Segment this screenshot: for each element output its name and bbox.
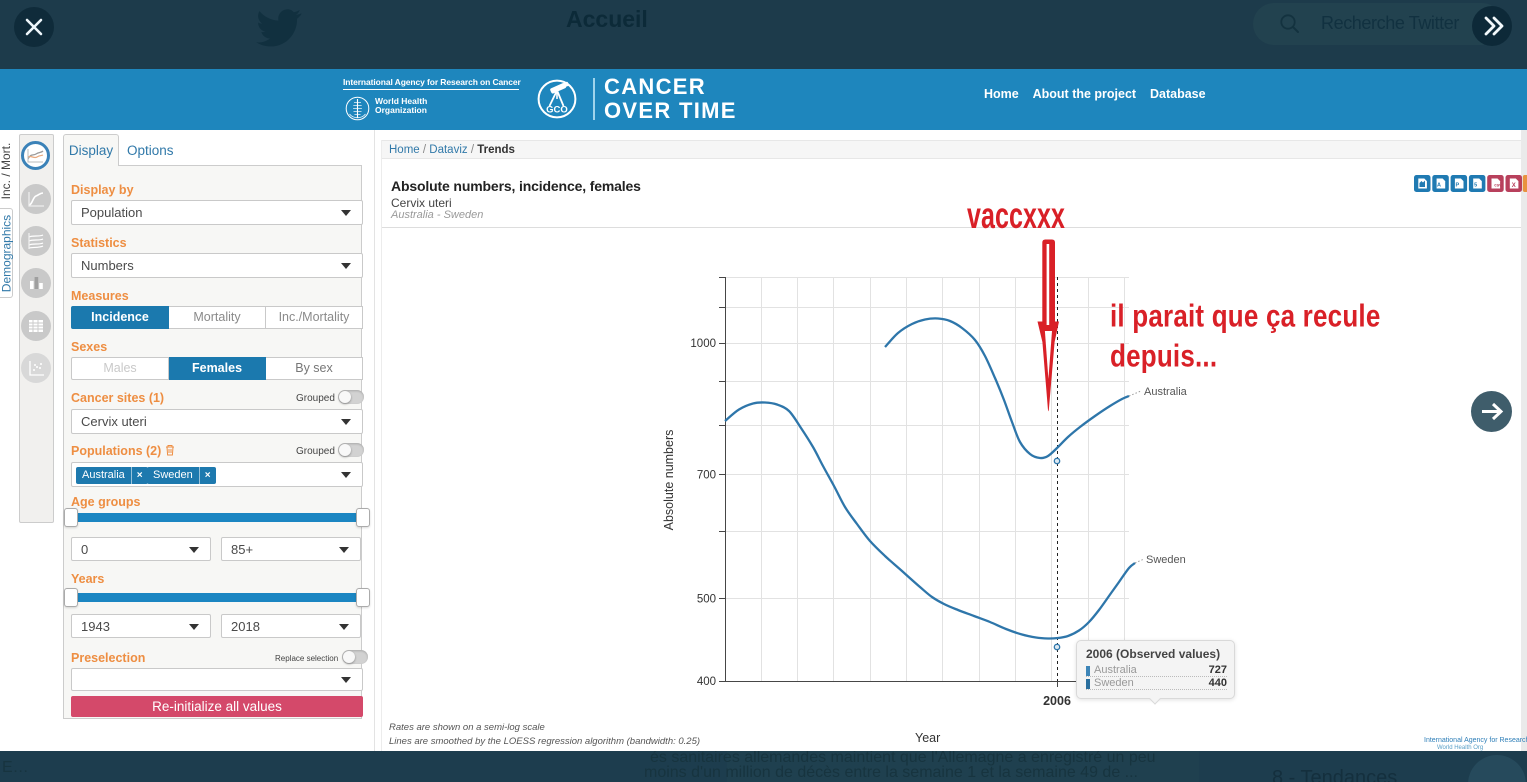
svg-text:Australia: Australia: [1144, 386, 1188, 398]
svg-text:5: 5: [1474, 183, 1477, 189]
svg-text:1000: 1000: [690, 338, 716, 350]
svg-text:P: P: [1455, 183, 1459, 189]
svg-text:2006: 2006: [1043, 694, 1071, 708]
svg-text:csv: csv: [1494, 183, 1502, 188]
svg-text:500: 500: [697, 594, 716, 606]
svg-text:X: X: [1512, 183, 1516, 189]
svg-text:GCO: GCO: [546, 105, 568, 116]
svg-text:Absolute numbers: Absolute numbers: [662, 430, 676, 531]
svg-text:A: A: [1437, 183, 1441, 189]
svg-text:700: 700: [697, 470, 716, 482]
svg-text:400: 400: [697, 676, 716, 688]
svg-text:Sweden: Sweden: [1146, 554, 1186, 566]
